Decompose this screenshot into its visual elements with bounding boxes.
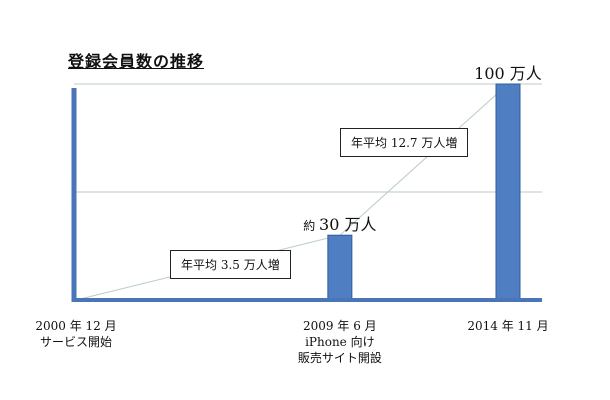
- x-tick-label: 2000 年 12 月サービス開始: [35, 319, 117, 349]
- growth-callout-late: 年平均 12.7 万人増: [340, 128, 469, 157]
- bar: [327, 234, 353, 301]
- data-label: 100 万人: [474, 64, 542, 83]
- growth-callout-early: 年平均 3.5 万人増: [170, 250, 291, 279]
- x-tick-label: 2009 年 6 月 iPhone 向け 販売サイト開設: [297, 319, 382, 365]
- bar: [495, 83, 521, 301]
- data-label: 約 30 万人: [303, 215, 377, 235]
- chart-title: 登録会員数の推移: [68, 52, 205, 71]
- x-tick-label: 2014 年 11 月: [467, 319, 549, 333]
